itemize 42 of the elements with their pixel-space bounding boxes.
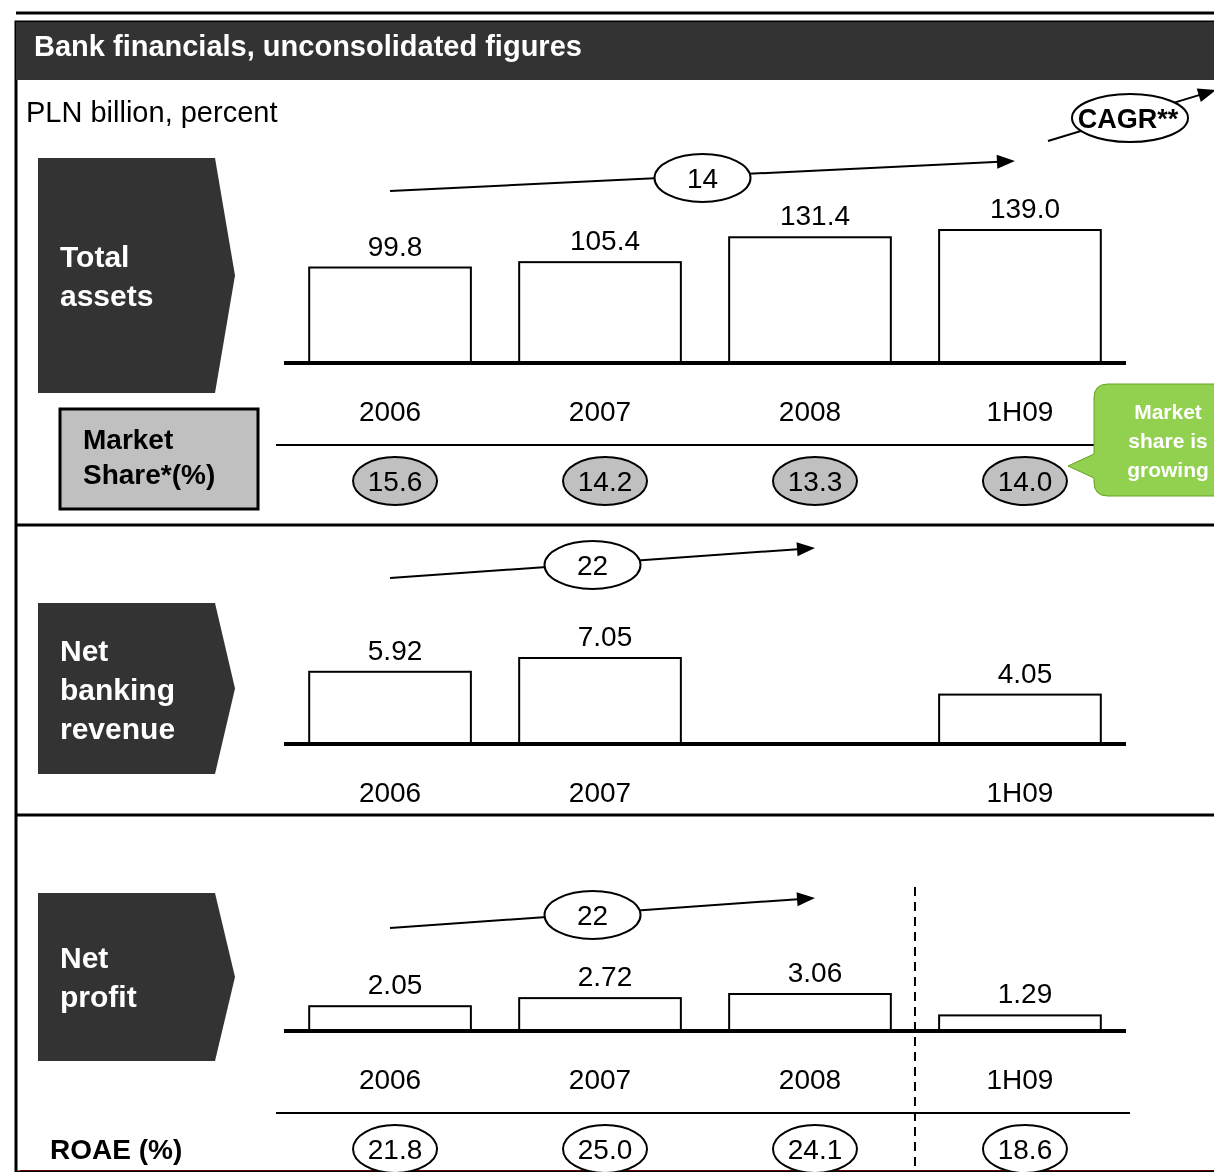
x-tick-label: 2006 [358,777,422,808]
data-label: 139.0 [989,193,1060,224]
text: 14 [686,163,719,194]
data-label: 2.72 [577,961,633,993]
text: CAGR** [1077,104,1179,134]
chart-title: Bank financials, unconsolidated figures [34,30,582,62]
text: 21.8 [367,1134,423,1165]
text: Market share is growing [1127,400,1209,481]
x-tick-label: 2006 [358,396,422,427]
x-tick-label: 2008 [778,1064,842,1095]
chart-subtitle: PLN billion, percent [26,96,278,128]
text: 22 [576,550,609,581]
data-label: 4.05 [997,657,1053,689]
text: 22 [576,900,609,931]
text: 15.6 [367,466,423,497]
x-tick-label: 2006 [358,1064,422,1095]
data-label: 131.4 [779,200,851,232]
x-tick-label: 1H09 [986,1064,1054,1095]
text: Market Share*(%) [83,424,216,490]
y-axis-title: Net banking revenue [60,633,176,745]
x-tick-label: 1H09 [986,777,1054,808]
data-label: 2.05 [367,969,423,1001]
data-label: 99.8 [367,230,423,262]
text: 18.6 [997,1134,1053,1165]
text: 24.1 [787,1134,843,1165]
x-tick-label: 2007 [568,1064,632,1095]
text: 13.3 [787,466,843,497]
y-axis-title: Net profit [60,941,137,1013]
data-label: 1.29 [997,978,1053,1010]
x-tick-label: 2008 [778,396,842,427]
text: 14.2 [577,466,633,497]
x-tick-label: 2007 [568,396,632,427]
data-label: 3.06 [787,957,843,988]
data-label: 105.4 [569,225,641,257]
data-label: 7.05 [577,621,633,652]
text: 14.0 [997,466,1053,497]
text: ROAE (%) [50,1134,183,1165]
data-label: 5.92 [367,634,423,666]
text: 25.0 [577,1134,633,1165]
x-tick-label: 2007 [568,777,632,808]
x-tick-label: 1H09 [986,396,1054,427]
y-axis-title: Total assets [60,239,154,312]
